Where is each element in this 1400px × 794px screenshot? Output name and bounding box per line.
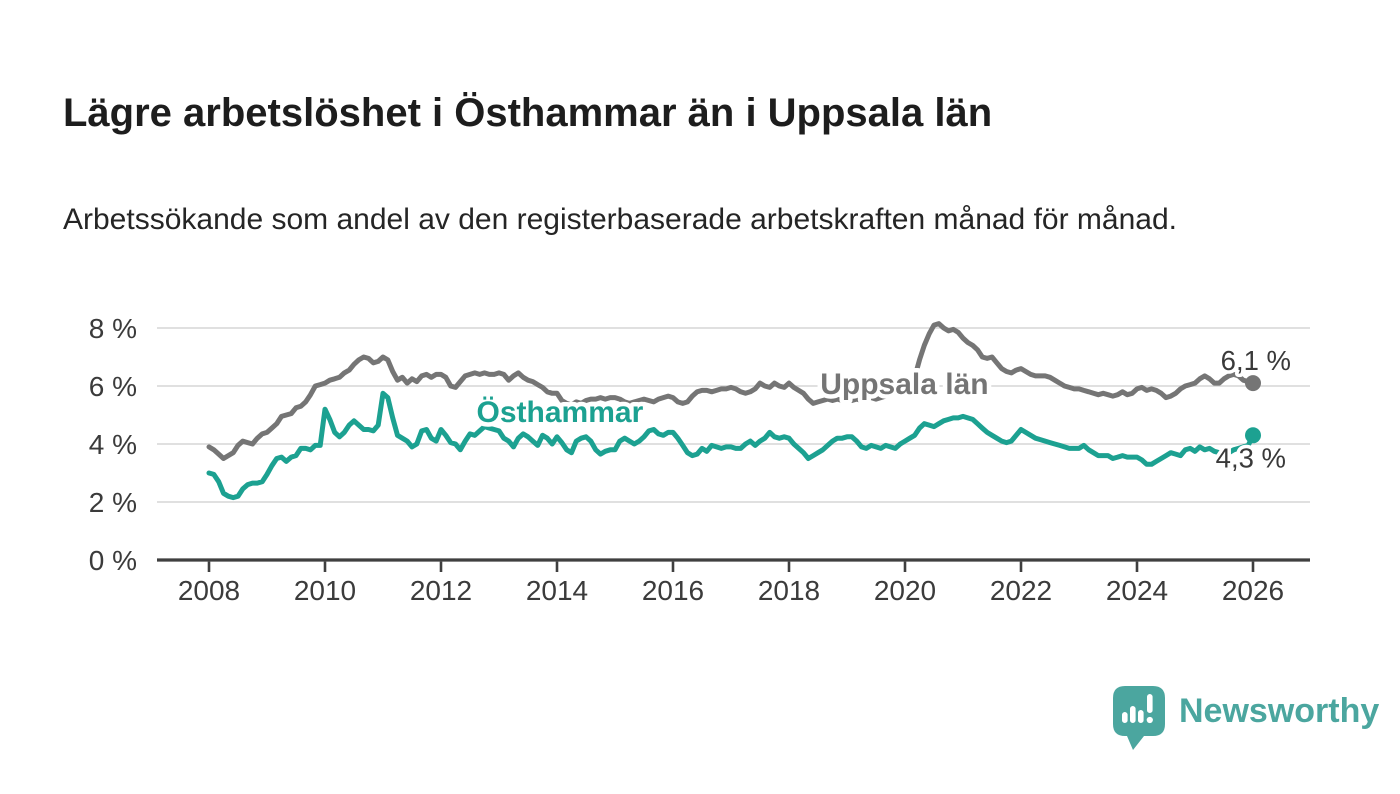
page-title: Lägre arbetslöshet i Östhammar än i Upps… bbox=[63, 90, 993, 135]
y-tick-label: 0 % bbox=[89, 545, 137, 576]
series-line-sthammar bbox=[206, 390, 1256, 501]
x-tick-label: 2012 bbox=[410, 575, 472, 606]
series-label-uppsala-l-n: Uppsala län bbox=[820, 368, 988, 401]
x-tick-label: 2014 bbox=[526, 575, 588, 606]
y-tick-label: 8 % bbox=[89, 313, 137, 344]
x-tick-label: 2020 bbox=[874, 575, 936, 606]
x-tick-label: 2010 bbox=[294, 575, 356, 606]
brand-footer: Newsworthy bbox=[1113, 686, 1379, 752]
series-line-uppsala-l-n bbox=[206, 321, 1256, 461]
x-tick-label: 2022 bbox=[990, 575, 1052, 606]
y-tick-label: 4 % bbox=[89, 429, 137, 460]
value-label-sthammar: 4,3 % bbox=[1216, 442, 1286, 473]
x-tick-label: 2018 bbox=[758, 575, 820, 606]
value-label-uppsala-l-n: 6,1 % bbox=[1221, 345, 1291, 376]
x-tick-label: 2024 bbox=[1106, 575, 1168, 606]
newsworthy-logo-icon bbox=[1113, 686, 1165, 750]
series-end-dot-sthammar bbox=[1245, 427, 1261, 444]
series-label-sthammar: Östhammar bbox=[477, 396, 644, 429]
bar-chart-glyph bbox=[1122, 694, 1153, 724]
x-tick-label: 2026 bbox=[1222, 575, 1284, 606]
y-tick-label: 2 % bbox=[89, 487, 137, 518]
x-tick-label: 2016 bbox=[642, 575, 704, 606]
series-end-dot-uppsala-l-n bbox=[1245, 375, 1261, 392]
x-tick-label: 2008 bbox=[178, 575, 240, 606]
exclamation-dot bbox=[1146, 716, 1153, 724]
chart-subtitle: Arbetssökande som andel av den registerb… bbox=[63, 203, 1177, 236]
brand-wordmark: Newsworthy bbox=[1179, 692, 1380, 730]
y-tick-label: 6 % bbox=[89, 371, 137, 402]
